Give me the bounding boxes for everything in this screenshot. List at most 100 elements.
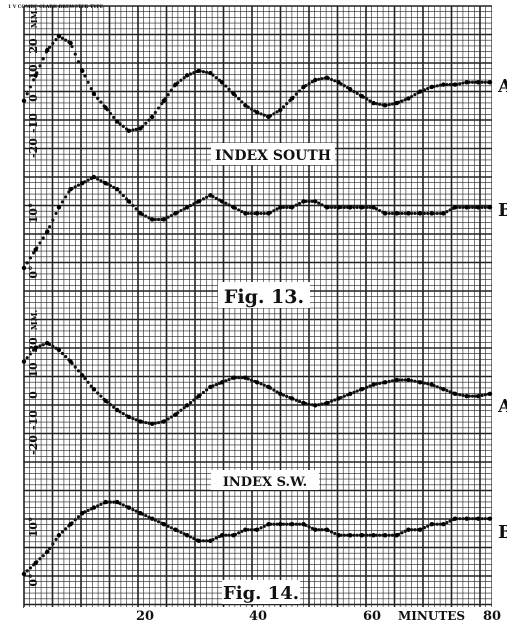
trace-dot [205,70,209,74]
trace-dot [317,403,321,407]
trace-dot [86,380,90,384]
trace-dot [480,80,484,84]
trace-dot [28,352,33,356]
trace-dot [448,519,452,523]
data-point [382,103,388,108]
trace-dot [249,107,254,111]
trace-dot [83,376,87,381]
fig14-subtitle-box [211,470,319,490]
trace-dot [214,196,218,200]
data-point [289,396,295,401]
trace-dot [214,536,218,540]
trace-dot [121,412,125,416]
data-point [45,47,50,53]
data-point [208,384,213,390]
data-point [45,340,50,346]
trace-dot [32,251,36,255]
trace-dot [166,93,170,97]
trace-dot [83,74,87,78]
data-point [56,533,62,538]
trace-dot [54,537,58,542]
trace-dot [259,526,263,530]
trace-dot [237,208,241,212]
trace-dot [458,82,462,86]
fig13-subtitle-box [211,143,335,165]
trace-dot [48,546,52,551]
fig13-b-ytick: 10° [27,203,40,224]
data-point [33,73,38,78]
trace-dot [51,344,55,348]
data-point [173,412,178,417]
trace-dot [112,405,116,409]
trace-dot [25,261,29,265]
fig13-series-A-label: A [497,76,507,97]
data-point [80,373,85,378]
trace-dot [413,93,417,97]
trace-dot [38,64,42,68]
fig13-series-B-yticks: 10° 0° [27,203,40,279]
trace-dot [275,110,279,114]
trace-dot [156,520,161,524]
trace-dot [76,60,81,64]
data-point [243,375,248,380]
trace-dot [99,394,103,398]
fig13-series-B-label: B [498,200,507,221]
data-point [173,82,178,87]
data-point [476,80,481,85]
trace-dot [413,379,417,383]
trace-dot [131,203,135,208]
trace-dot [192,71,196,75]
trace-dot [400,99,404,103]
trace-dot [28,85,33,89]
data-point [359,533,365,538]
data-point [149,217,155,222]
trace-dot [448,83,452,87]
data-point [324,75,330,80]
x-axis-band [24,607,504,623]
data-point [138,126,143,131]
trace-dot [147,216,151,220]
data-point [254,110,260,115]
trace-dot [355,533,359,537]
trace-dot [156,106,161,110]
trace-dot [368,384,372,388]
data-point [336,205,341,210]
trace-dot [28,256,33,260]
trace-dot [410,528,414,532]
trace-dot [64,38,68,42]
data-point [371,205,376,210]
trace-dot [426,86,430,91]
data-point [336,80,341,85]
trace-dot [51,218,55,222]
trace-dot [403,529,407,533]
trace-dot [470,80,475,84]
data-point [196,68,201,73]
data-point [313,527,318,532]
trace-dot [134,509,138,513]
trace-dot [214,76,218,80]
trace-dot [201,390,206,395]
data-point [464,516,469,521]
trace-dot [179,208,183,213]
trace-dot [240,210,244,214]
trace-dot [426,211,430,216]
data-point [406,96,411,101]
trace-dot [89,87,93,91]
trace-dot [448,208,452,212]
trace-dot [426,382,430,386]
data-point [115,119,120,124]
trace-dot [390,533,395,537]
data-point [68,359,73,364]
data-point [371,100,376,106]
trace-dot [297,399,302,404]
fig14-series-B-yticks: 10° 0° [27,517,40,587]
data-point [313,199,318,204]
trace-dot [365,205,369,209]
fig13-title: Fig. 13. [224,286,304,308]
trace-dot [169,526,173,530]
data-point [219,533,225,538]
trace-dot [249,378,254,382]
data-point [348,391,353,397]
data-point [348,87,353,92]
trace-dot [368,533,372,537]
